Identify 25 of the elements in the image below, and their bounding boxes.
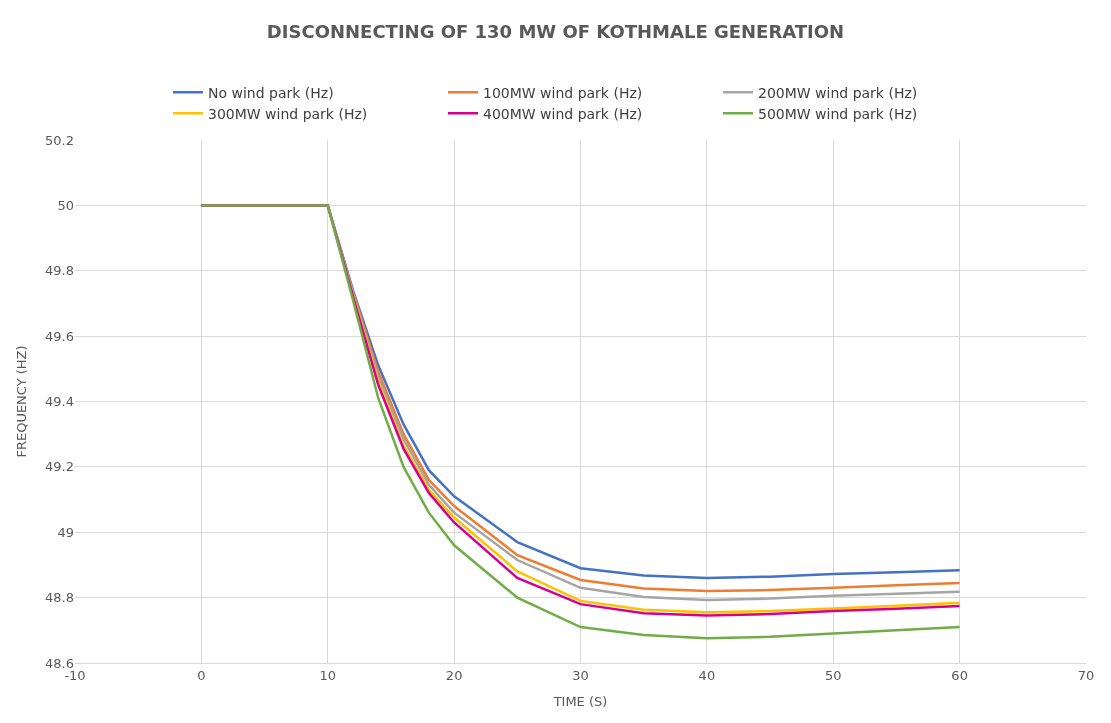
y-tick-label: 49.6 [45,328,74,344]
legend-label: 500MW wind park (Hz) [758,105,918,122]
x-tick-label: 20 [445,667,463,683]
y-tick-label: 50.2 [45,132,74,148]
y-tick-label: 48.8 [45,590,74,606]
chart-title: DISCONNECTING OF 130 MW OF KOTHMALE GENERATION [266,20,845,42]
x-tick-label: 30 [572,667,589,683]
x-tick-label: 0 [197,667,206,683]
y-tick-label: 49.2 [45,459,74,475]
x-tick-label: 60 [951,667,968,683]
y-tick-label: 49.8 [45,263,74,279]
y-axis-title: FREQUENCY (HZ) [14,345,29,458]
x-tick-label: 40 [698,667,716,683]
x-tick-label: 10 [319,667,337,683]
x-axis-title: TIME (S) [552,694,608,710]
legend-label: 200MW wind park (Hz) [758,84,918,101]
y-tick-label: 49 [57,524,74,540]
y-tick-label: 50 [57,197,74,213]
x-tick-label: 70 [1077,667,1095,683]
legend-label: 300MW wind park (Hz) [208,105,368,122]
y-tick-label: 49.4 [45,394,74,410]
legend-label: 100MW wind park (Hz) [483,84,643,101]
x-tick-label: 50 [824,667,842,683]
legend-label: 400MW wind park (Hz) [483,105,643,122]
legend-label: No wind park (Hz) [208,84,334,101]
